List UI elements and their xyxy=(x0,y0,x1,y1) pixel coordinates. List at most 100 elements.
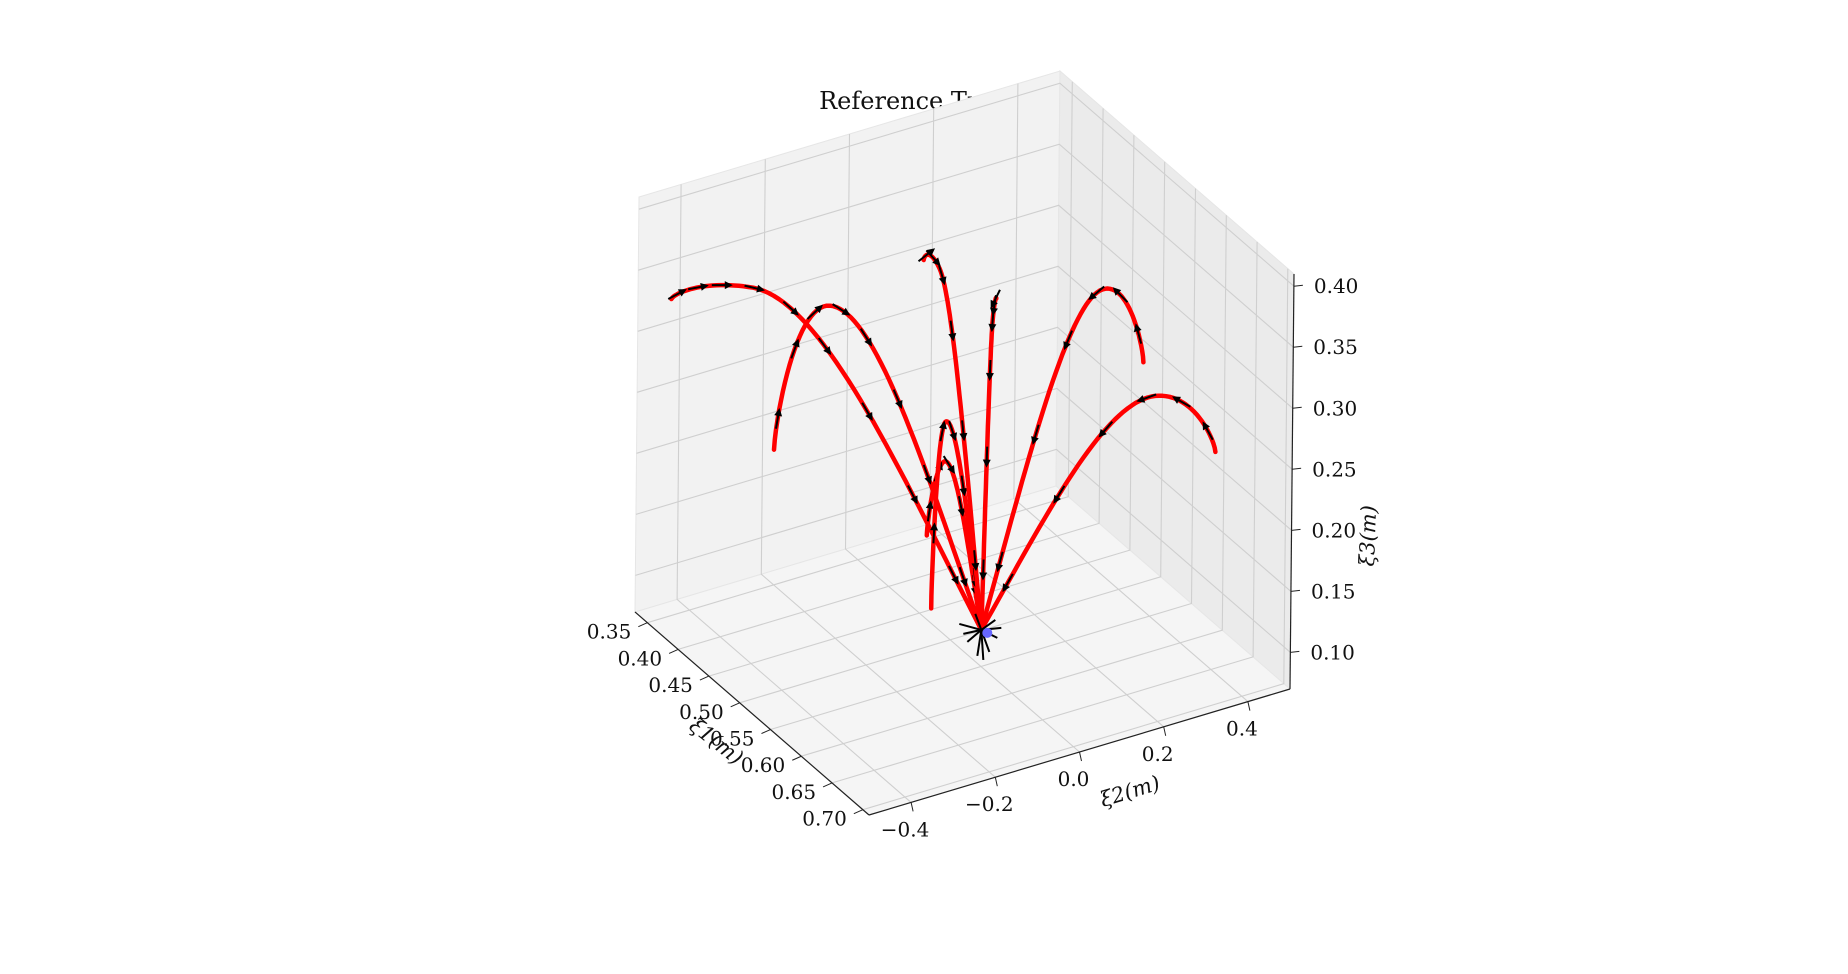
y-tick-label: −0.4 xyxy=(881,817,930,841)
z-gridline xyxy=(635,448,1291,653)
direction-arrow xyxy=(995,551,1004,573)
trajectory-line xyxy=(979,393,1218,633)
direction-arrow xyxy=(687,282,709,291)
direction-arrow xyxy=(988,311,997,333)
direction-arrow xyxy=(859,328,873,347)
y-tick xyxy=(1079,751,1082,762)
direction-arrow xyxy=(774,407,783,429)
x-tick xyxy=(853,809,864,815)
z-tick-label: 0.15 xyxy=(1311,579,1356,603)
goal-marker xyxy=(982,627,993,638)
z-tick xyxy=(1290,589,1300,592)
x-tick xyxy=(822,782,833,788)
direction-arrow xyxy=(782,300,799,316)
x-tick xyxy=(638,622,648,628)
x-tick-label: 0.35 xyxy=(587,620,632,644)
y-gridline xyxy=(844,133,1080,753)
x-tick xyxy=(668,648,679,654)
direction-arrow xyxy=(806,304,823,320)
z-gridline xyxy=(638,82,1295,287)
goal-arrow xyxy=(966,629,982,643)
x-gridline xyxy=(770,188,1197,731)
gridlines xyxy=(635,81,1295,811)
x-gridline xyxy=(708,135,1135,677)
direction-arrow xyxy=(790,338,800,359)
x-tick-label: 0.65 xyxy=(772,780,817,804)
direction-arrow xyxy=(892,389,903,409)
x-tick-label: 0.60 xyxy=(741,753,786,777)
z-tick xyxy=(1291,528,1301,531)
direction-arrow xyxy=(744,284,765,293)
direction-arrow xyxy=(1202,421,1214,441)
y-tick xyxy=(1163,726,1167,736)
direction-arrow xyxy=(1112,287,1129,303)
z-gridline xyxy=(637,204,1294,409)
direction-arrow xyxy=(925,500,934,522)
y-tick-label: 0.4 xyxy=(1226,717,1258,741)
direction-arrow xyxy=(861,402,873,421)
z-tick xyxy=(1293,284,1303,287)
x-gridline xyxy=(831,241,1258,784)
x-tick xyxy=(730,702,740,708)
trajectories xyxy=(667,248,1218,660)
x-tick xyxy=(792,755,802,761)
z-tick-label: 0.30 xyxy=(1313,396,1358,420)
direction-arrow xyxy=(1002,573,1014,593)
goal-arrow xyxy=(963,628,982,635)
z-tick-label: 0.35 xyxy=(1313,335,1358,359)
x-tick-label: 0.50 xyxy=(679,700,724,724)
direction-arrow xyxy=(939,420,947,442)
y-tick xyxy=(910,802,914,812)
direction-arrow xyxy=(925,249,941,266)
y-axis-label: ξ2(m) xyxy=(1097,771,1163,812)
x-gridline xyxy=(862,268,1289,811)
z-tick xyxy=(1290,650,1300,653)
direction-arrow xyxy=(985,359,994,381)
z-tick xyxy=(1292,467,1302,470)
y-gridline xyxy=(760,159,996,778)
direction-arrow xyxy=(922,464,932,485)
direction-arrow xyxy=(667,289,687,300)
y-gridline xyxy=(676,184,912,803)
direction-arrow xyxy=(832,303,851,316)
trajectory-line xyxy=(921,252,984,633)
direction-arrow xyxy=(979,559,988,581)
goal-arrow xyxy=(959,622,982,631)
goal-arrow xyxy=(974,613,983,631)
z-gridline xyxy=(636,265,1293,470)
x-gridline xyxy=(677,108,1104,650)
direction-arrow xyxy=(948,320,957,342)
direction-arrow xyxy=(907,485,918,505)
direction-arrow xyxy=(930,522,939,544)
direction-arrow xyxy=(1063,330,1073,351)
x-tick-label: 0.45 xyxy=(648,673,693,697)
axes-3d: 0.350.400.450.500.550.600.650.70 −0.4−0.2… xyxy=(587,69,1381,841)
direction-arrow xyxy=(948,420,958,442)
y-gridline xyxy=(1013,83,1249,703)
x-tick xyxy=(699,675,710,681)
z-axis-line xyxy=(1289,273,1295,690)
direction-arrow xyxy=(1053,485,1066,504)
direction-arrow xyxy=(1172,396,1191,408)
direction-arrow xyxy=(948,565,959,585)
direction-arrow xyxy=(938,264,947,286)
direction-arrow xyxy=(958,566,968,588)
x-tick-label: 0.40 xyxy=(618,646,663,670)
tick-labels: 0.350.400.450.500.550.600.650.70 −0.4−0.2… xyxy=(587,274,1359,841)
direction-arrow xyxy=(982,446,991,468)
y-tick xyxy=(1247,701,1251,711)
z-gridline xyxy=(638,143,1294,348)
z-axis-label: ξ3(m) xyxy=(1355,505,1381,567)
direction-arrow xyxy=(957,495,966,517)
x-gridline xyxy=(801,215,1227,757)
direction-arrow xyxy=(1136,393,1157,403)
direction-arrow xyxy=(1031,424,1040,445)
x-tick xyxy=(761,729,771,734)
direction-arrow xyxy=(959,420,968,442)
direction-arrow xyxy=(971,550,980,572)
x-tick-label: 0.70 xyxy=(802,807,847,831)
direction-arrow xyxy=(711,281,733,290)
z-tick xyxy=(1292,406,1302,409)
direction-arrow xyxy=(1098,421,1114,438)
